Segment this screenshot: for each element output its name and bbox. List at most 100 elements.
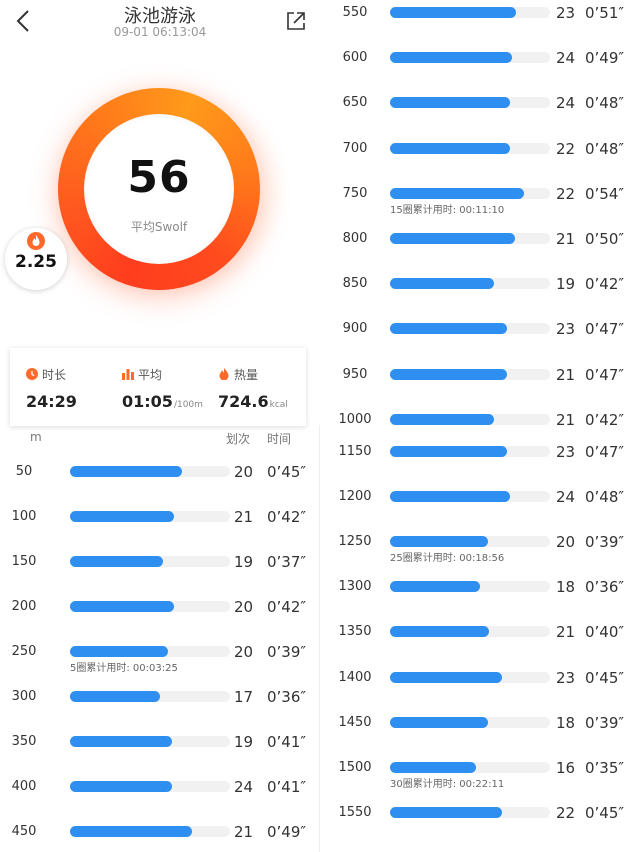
lap-row: 950 21 0’47″ [320,365,640,410]
lap-row: 50 20 0’45″ [0,462,320,507]
lap-cumulative-note: 5圈累计用时: 00:03:25 [70,663,178,674]
lap-bar [390,52,512,64]
lap-bar-track [390,233,550,244]
lap-row: 300 17 0’36″ [0,687,320,732]
stat-calories-label: 热量 [234,368,259,382]
lap-time: 0’35″ [585,758,625,777]
lap-cumulative-note: 15圈累计用时: 00:11:10 [390,204,505,216]
lap-strokes: 21 [234,823,254,841]
lap-time: 0’42″ [585,410,625,429]
lap-row: 1150 23 0’47″ [320,442,640,487]
lap-distance: 250 [11,644,37,659]
lap-row: 450 21 0’49″ [0,822,320,852]
lap-time: 0’48″ [585,488,625,507]
lap-bar [70,511,174,522]
lap-distance: 700 [342,140,368,156]
lap-bar [390,187,525,199]
lap-time: 0’39″ [585,713,625,732]
chevron-left-icon [16,10,29,32]
header-distance: m [30,430,42,444]
badge-value: 2.25 [15,252,57,272]
lap-bar [390,806,502,818]
lap-strokes: 24 [556,488,576,507]
lap-row: 1350 21 0’40″ [320,622,640,667]
stat-pace-value: 01:05 [122,392,173,411]
lap-bar-track [390,536,550,548]
lap-row: 250 5圈累计用时: 00:03:25 20 0’39″ [0,642,320,687]
lap-bar-track [390,187,550,199]
lap-distance: 550 [342,5,368,20]
lap-strokes: 17 [234,688,254,706]
lap-time: 0’39″ [585,533,625,552]
lap-time: 0’48″ [585,139,625,158]
lap-bar-track [390,142,550,154]
lap-bar-track [70,826,230,837]
lap-bar-track [390,52,550,64]
lap-bar-track [390,446,550,457]
lap-row: 350 19 0’41″ [0,732,320,777]
left-panel: 泳池游泳 09-01 06:13:04 56 平均Swolf 2.25 时长 [0,6,320,852]
lap-strokes: 19 [234,733,254,751]
page-title: 泳池游泳 [124,6,196,27]
lap-time: 0’48″ [585,94,625,113]
lap-strokes: 21 [556,365,576,384]
stat-calories-value: 724.6 [218,392,269,411]
lap-row: 400 24 0’41″ [0,777,320,822]
lap-time: 0’41″ [267,733,307,751]
lap-time: 0’41″ [267,778,307,796]
flame-icon [27,232,45,250]
lap-row: 100 21 0’42″ [0,507,320,552]
lap-bar-track [390,97,550,109]
lap-distance: 1250 [338,534,372,550]
back-button[interactable] [12,8,36,34]
lap-bar-track [390,368,550,380]
lap-bar [390,368,507,380]
lap-distance: 1200 [338,489,372,505]
lap-distance: 600 [342,50,368,66]
lap-bar [70,781,173,792]
lap-bar [390,97,510,109]
stroke-rate-badge[interactable]: 2.25 [5,228,67,290]
swolf-value: 56 [127,152,191,203]
stat-duration-value: 24:29 [26,392,77,411]
lap-strokes: 21 [556,230,576,248]
lap-list-header: m 划次 时间 [0,430,320,448]
swolf-label: 平均Swolf [130,220,188,234]
lap-distance: 300 [11,689,37,704]
lap-strokes: 21 [234,508,254,526]
lap-bar [390,233,515,244]
lap-bar-track [390,413,550,425]
right-panel: 550 23 0’51″ 600 24 0’49″ 650 24 0’48″ 700 22 0’48″… [320,0,640,852]
lap-cumulative-note: 25圈累计用时: 00:18:56 [390,553,505,565]
lap-row: 1000 21 0’42″ [320,410,640,455]
lap-bar [390,413,494,425]
lap-row: 650 24 0’48″ [320,93,640,138]
lap-time: 0’47″ [585,320,625,339]
lap-bar [390,491,510,503]
lap-bar-track [390,806,550,818]
lap-bar [390,671,502,683]
lap-bar [70,646,168,657]
lap-bar-track [70,646,230,657]
lap-strokes: 19 [556,275,576,294]
lap-time: 0’36″ [585,578,625,597]
lap-bar-track [390,7,550,18]
lap-row: 850 19 0’42″ [320,274,640,319]
lap-row: 800 21 0’50″ [320,229,640,274]
lap-bar [390,626,490,638]
lap-strokes: 22 [556,139,576,158]
lap-time: 0’45″ [585,668,625,687]
lap-distance: 400 [11,779,37,794]
lap-row: 1200 24 0’48″ [320,487,640,532]
lap-bar-track [70,691,230,702]
lap-bar-track [390,323,550,335]
lap-row: 1300 18 0’36″ [320,577,640,622]
share-button[interactable] [285,10,307,32]
lap-time: 0’45″ [267,463,307,481]
lap-distance: 1350 [338,624,372,640]
fire-icon [219,368,229,380]
lap-distance: 50 [15,464,33,479]
lap-bar-track [390,671,550,683]
lap-distance: 1450 [338,714,372,730]
lap-row: 1450 18 0’39″ [320,713,640,758]
